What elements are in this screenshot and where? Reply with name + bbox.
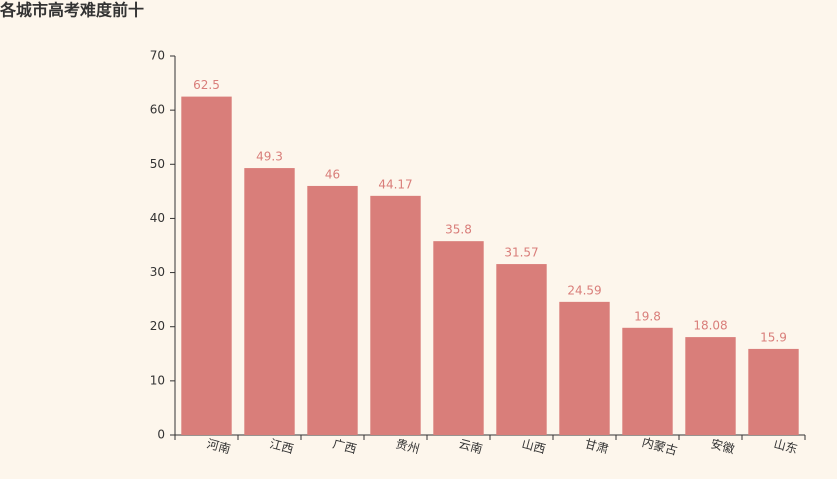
bar — [622, 327, 673, 435]
bar — [433, 241, 484, 435]
y-tick-label: 30 — [150, 265, 165, 279]
x-tick-label: 广西 — [331, 437, 358, 457]
x-tick-label: 甘肃 — [583, 437, 610, 457]
value-label: 46 — [325, 167, 340, 181]
y-tick-label: 60 — [150, 103, 165, 117]
x-tick-label: 云南 — [457, 436, 484, 457]
value-label: 35.8 — [445, 223, 472, 237]
bar — [685, 337, 736, 435]
y-tick-label: 10 — [150, 373, 165, 387]
bar — [748, 348, 799, 435]
x-tick-label: 江西 — [268, 437, 295, 457]
value-label: 19.8 — [634, 309, 661, 323]
x-tick-label: 河南 — [205, 436, 232, 457]
bar — [370, 195, 421, 435]
bar — [559, 301, 610, 435]
bar — [181, 96, 232, 435]
value-label: 49.3 — [256, 150, 283, 164]
x-tick-label: 山西 — [520, 437, 547, 457]
value-label: 15.9 — [760, 330, 787, 344]
value-label: 18.08 — [693, 319, 727, 333]
value-label: 24.59 — [567, 283, 601, 297]
y-tick-label: 20 — [150, 319, 165, 333]
bar — [496, 264, 547, 435]
chart-title: 各城市高考难度前十 — [0, 1, 144, 20]
bar — [244, 168, 295, 435]
value-label: 62.5 — [193, 78, 220, 92]
x-tick-label: 安徽 — [709, 436, 736, 457]
value-label: 31.57 — [504, 246, 538, 260]
x-tick-label: 贵州 — [394, 437, 421, 457]
y-tick-label: 40 — [150, 211, 165, 225]
y-tick-label: 70 — [150, 49, 165, 63]
y-tick-label: 50 — [150, 157, 165, 171]
x-tick-label: 山东 — [772, 437, 799, 457]
value-label: 44.17 — [378, 177, 412, 191]
y-tick-label: 0 — [157, 428, 165, 442]
bar — [307, 185, 358, 435]
